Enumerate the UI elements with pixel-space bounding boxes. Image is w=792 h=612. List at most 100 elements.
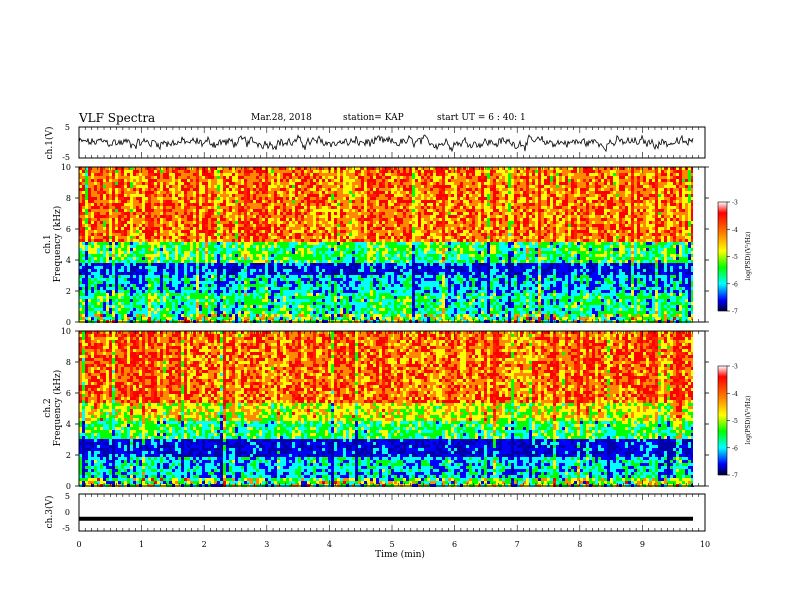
spectrogram-cell bbox=[280, 290, 283, 293]
spectrogram-cell bbox=[175, 182, 178, 185]
spectrogram-cell bbox=[355, 245, 358, 248]
spectrogram-cell bbox=[181, 212, 184, 215]
spectrogram-cell bbox=[169, 293, 172, 296]
spectrogram-cell bbox=[118, 218, 121, 221]
spectrogram-cell bbox=[316, 197, 319, 200]
spectrogram-cell bbox=[250, 185, 253, 188]
spectrogram-cell bbox=[154, 257, 157, 260]
spectrogram-cell bbox=[208, 266, 211, 269]
spectrogram-cell bbox=[91, 284, 94, 287]
spectrogram-cell bbox=[271, 230, 274, 233]
spectrogram-cell bbox=[328, 302, 331, 305]
spectrogram-cell bbox=[97, 224, 100, 227]
spectrogram-cell bbox=[253, 245, 256, 248]
spectrogram-cell bbox=[316, 251, 319, 254]
spectrogram-cell bbox=[220, 314, 223, 317]
spectrogram-cell bbox=[100, 278, 103, 281]
spectrogram-cell bbox=[205, 227, 208, 230]
spectrogram-cell bbox=[124, 239, 127, 242]
spectrogram-cell bbox=[139, 266, 142, 269]
spectrogram-cell bbox=[232, 275, 235, 278]
spectrogram-cell bbox=[268, 278, 271, 281]
spectrogram-cell bbox=[328, 215, 331, 218]
spectrogram-cell bbox=[301, 176, 304, 179]
spectrogram-cell bbox=[283, 206, 286, 209]
spectrogram-cell bbox=[247, 230, 250, 233]
spectrogram-cell bbox=[94, 305, 97, 308]
spectrogram-cell bbox=[295, 173, 298, 176]
spectrogram-cell bbox=[94, 281, 97, 284]
spectrogram-cell bbox=[298, 176, 301, 179]
spectrogram-cell bbox=[226, 242, 229, 245]
spectrogram-cell bbox=[301, 179, 304, 182]
spectrogram-cell bbox=[160, 227, 163, 230]
spectrogram-cell bbox=[160, 275, 163, 278]
spectrogram-cell bbox=[364, 176, 367, 179]
spectrogram-cell bbox=[112, 275, 115, 278]
spectrogram-cell bbox=[202, 221, 205, 224]
spectrogram-cell bbox=[181, 200, 184, 203]
spectrogram-cell bbox=[193, 209, 196, 212]
spectrogram-cell bbox=[328, 305, 331, 308]
spectrogram-cell bbox=[220, 188, 223, 191]
spectrogram-cell bbox=[349, 299, 352, 302]
spectrogram-cell bbox=[148, 197, 151, 200]
spectrogram-cell bbox=[319, 284, 322, 287]
spectrogram-cell bbox=[322, 209, 325, 212]
spectrogram-cell bbox=[211, 236, 214, 239]
spectrogram-cell bbox=[274, 221, 277, 224]
spectrogram-cell bbox=[85, 185, 88, 188]
spectrogram-cell bbox=[190, 200, 193, 203]
spectrogram-cell bbox=[241, 269, 244, 272]
spectrogram-cell bbox=[283, 236, 286, 239]
spectrogram-cell bbox=[217, 314, 220, 317]
spectrogram-cell bbox=[103, 203, 106, 206]
spectrogram-cell bbox=[178, 248, 181, 251]
spectrogram-cell bbox=[157, 275, 160, 278]
spectrogram-cell bbox=[292, 218, 295, 221]
spectrogram-cell bbox=[283, 296, 286, 299]
spectrogram-cell bbox=[190, 278, 193, 281]
spectrogram-cell bbox=[109, 182, 112, 185]
spectrogram-cell bbox=[148, 245, 151, 248]
spectrogram-cell bbox=[118, 308, 121, 311]
spectrogram-cell bbox=[187, 317, 190, 320]
spectrogram-cell bbox=[226, 221, 229, 224]
spectrogram-cell bbox=[250, 194, 253, 197]
spectrogram-cell bbox=[163, 311, 166, 314]
spectrogram-cell bbox=[304, 302, 307, 305]
spectrogram-cell bbox=[235, 230, 238, 233]
spectrogram-cell bbox=[292, 182, 295, 185]
spectrogram-cell bbox=[325, 251, 328, 254]
spectrogram-cell bbox=[364, 203, 367, 206]
spectrogram-cell bbox=[94, 218, 97, 221]
spectrogram-cell bbox=[160, 188, 163, 191]
spectrogram-cell bbox=[349, 314, 352, 317]
spectrogram-cell bbox=[241, 242, 244, 245]
spectrogram-cell bbox=[202, 248, 205, 251]
spectrogram-cell bbox=[97, 206, 100, 209]
spectrogram-cell bbox=[268, 281, 271, 284]
spectrogram-cell bbox=[241, 302, 244, 305]
spectrogram-cell bbox=[133, 230, 136, 233]
spectrogram-cell bbox=[82, 302, 85, 305]
spectrogram-cell bbox=[337, 260, 340, 263]
spectrogram-cell bbox=[232, 188, 235, 191]
spectrogram-cell bbox=[145, 260, 148, 263]
spectrogram-cell bbox=[262, 206, 265, 209]
spectrogram-cell bbox=[358, 311, 361, 314]
spectrogram-cell bbox=[220, 272, 223, 275]
spectrogram-cell bbox=[82, 215, 85, 218]
spectrogram-cell bbox=[232, 233, 235, 236]
spectrogram-cell bbox=[118, 275, 121, 278]
spectrogram-cell bbox=[181, 236, 184, 239]
spectrogram-cell bbox=[214, 227, 217, 230]
spectrogram-cell bbox=[286, 272, 289, 275]
spectrogram-cell bbox=[109, 224, 112, 227]
spectrogram-cell bbox=[184, 263, 187, 266]
spectrogram-cell bbox=[142, 200, 145, 203]
spectrogram-cell bbox=[169, 245, 172, 248]
spectrogram-cell bbox=[364, 302, 367, 305]
spectrogram-cell bbox=[202, 230, 205, 233]
spectrogram-cell bbox=[259, 311, 262, 314]
